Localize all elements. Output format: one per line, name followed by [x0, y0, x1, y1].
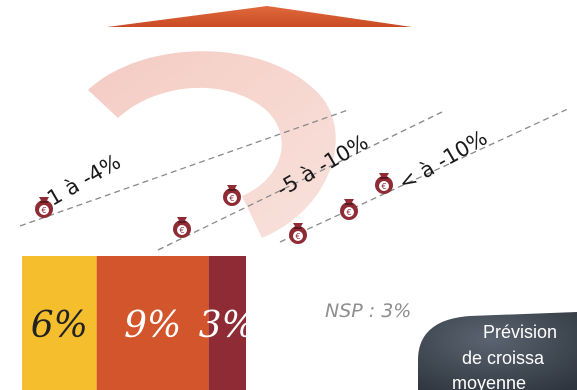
guide-line	[157, 111, 443, 251]
bar-segment	[208, 256, 246, 390]
money-bag-euro-icon: €	[223, 185, 241, 206]
money-bag-euro-icon: €	[35, 197, 53, 218]
guide-line	[279, 107, 571, 243]
guide-line	[19, 109, 349, 227]
callout-line: Prévision	[483, 322, 557, 342]
svg-text:€: €	[179, 226, 184, 235]
dashed-guides	[19, 107, 571, 251]
money-bag-euro-icon: €	[340, 199, 358, 220]
bar-segment	[22, 256, 97, 390]
svg-text:€: €	[346, 208, 351, 217]
money-bags: € € € € € €	[35, 173, 393, 244]
callout-line: de croissa	[462, 348, 545, 368]
bar-value-label: 3%	[199, 305, 256, 346]
category-label: < à -10%	[395, 126, 492, 196]
bar-segment	[96, 256, 209, 390]
nsp-label: NSP : 3%	[325, 300, 411, 322]
triangle-arrow-icon	[107, 6, 412, 27]
callout-bubble: Prévision de croissa moyenne	[418, 312, 577, 390]
decorative-arc	[88, 51, 336, 238]
svg-text:€: €	[295, 232, 300, 241]
stacked-bar: 6% 9% 3%	[22, 256, 256, 390]
svg-text:€: €	[41, 206, 46, 215]
svg-text:€: €	[229, 194, 234, 203]
bar-value-label: 6%	[31, 305, 88, 346]
money-bag-euro-icon: €	[289, 223, 307, 244]
callout-line: moyenne	[452, 373, 526, 390]
svg-text:€: €	[381, 182, 386, 191]
money-bag-euro-icon: €	[173, 217, 191, 238]
bar-value-label: 9%	[124, 305, 181, 346]
money-bag-euro-icon: €	[375, 173, 393, 194]
